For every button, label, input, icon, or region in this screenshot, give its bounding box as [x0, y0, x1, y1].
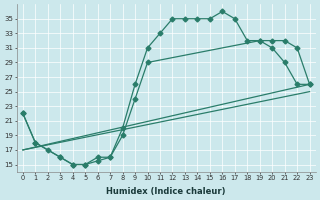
X-axis label: Humidex (Indice chaleur): Humidex (Indice chaleur) [107, 187, 226, 196]
